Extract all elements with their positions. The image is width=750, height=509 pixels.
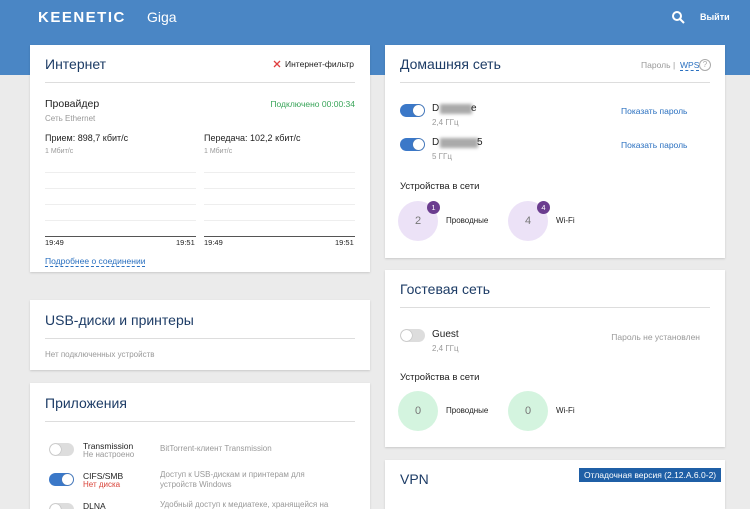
graph-line [204, 188, 355, 189]
divider [45, 338, 355, 339]
card-title: Приложения [45, 395, 127, 411]
network-name: D [432, 137, 440, 148]
status: Подключено 00:00:34 [270, 99, 355, 109]
devices-title: Устройства в сети [400, 372, 480, 383]
device-count[interactable]: 0 [508, 391, 548, 431]
graph-line [45, 204, 196, 205]
separator: | [673, 60, 676, 70]
divider [45, 421, 355, 422]
tx-scale: 1 Мбит/с [204, 148, 233, 155]
toggle[interactable] [400, 104, 425, 117]
network-band: 5 ГГц [432, 152, 452, 161]
app-status: Не настроено [83, 450, 135, 459]
show-password[interactable]: Показать пароль [621, 106, 688, 116]
graph-line [45, 172, 196, 173]
divider [45, 82, 355, 83]
card-title: Интернет [45, 56, 107, 72]
devices-title: Устройства в сети [400, 181, 480, 192]
graph-line [204, 204, 355, 205]
toggle[interactable] [400, 329, 425, 342]
apps-card [30, 383, 370, 509]
graph-line [45, 220, 196, 221]
tx: Передача: 102,2 кбит/с [204, 133, 301, 143]
divider [400, 307, 710, 308]
rx-scale: 1 Мбит/с [45, 148, 74, 155]
provider: Провайдер [45, 98, 100, 110]
model: Giga [147, 9, 177, 25]
network-name: 5 [477, 137, 483, 148]
toggle[interactable] [49, 473, 74, 486]
wps-link[interactable]: WPS [680, 60, 700, 71]
help-icon[interactable]: ? [699, 59, 711, 71]
network-name: D [432, 103, 440, 114]
device-label: Проводные [446, 216, 489, 225]
network-name: Guest [432, 329, 459, 340]
app-description: Доступ к USB-дискам и принтерам для устр… [160, 470, 305, 489]
new-badge: 1 [427, 201, 440, 214]
app-name: CIFS/SMB [83, 471, 124, 481]
network-band: 2,4 ГГц [432, 344, 459, 353]
graph-line [45, 188, 196, 189]
debug-badge: Отладочная версия (2.12.A.6.0-2) [579, 468, 722, 482]
search-icon[interactable] [672, 11, 685, 24]
provider-type: Сеть Ethernet [45, 114, 96, 123]
card-title: Домашняя сеть [400, 56, 501, 72]
blurred-name [440, 104, 472, 114]
device-label: Проводные [446, 406, 489, 415]
card-title: VPN [400, 471, 429, 487]
card-title: USB-диски и принтеры [45, 312, 194, 328]
app-name: DLNA [83, 501, 106, 509]
password-status: Пароль не установлен [611, 332, 700, 342]
app-description: Удобный доступ к медиатеке, хранящейся н… [160, 500, 329, 509]
network-band: 2,4 ГГц [432, 118, 459, 127]
time-label: 19:51 [335, 238, 354, 247]
blurred-name [440, 138, 478, 148]
details-link[interactable]: Подробнее о соединении [45, 256, 146, 267]
empty-text: Нет подключенных устройств [45, 350, 155, 359]
logout[interactable]: Выйти [700, 12, 730, 22]
device-count[interactable]: 0 [398, 391, 438, 431]
time-label: 19:49 [45, 238, 64, 247]
toggle[interactable] [49, 503, 74, 509]
filter-icon [273, 60, 281, 68]
time-label: 19:51 [176, 238, 195, 247]
show-password[interactable]: Показать пароль [621, 140, 688, 150]
toggle[interactable] [400, 138, 425, 151]
graph-line [204, 236, 355, 237]
app-description: BitTorrent-клиент Transmission [160, 444, 272, 453]
graph-line [45, 236, 196, 237]
logo[interactable]: KEENETIC [38, 9, 126, 26]
graph-line [204, 172, 355, 173]
card-title: Гостевая сеть [400, 281, 491, 297]
usb-card [30, 300, 370, 370]
toggle[interactable] [49, 443, 74, 456]
filter-link[interactable]: Интернет-фильтр [285, 59, 355, 69]
network-name: e [471, 103, 477, 114]
home-card [385, 45, 725, 258]
graph-line [204, 220, 355, 221]
internet-card [30, 45, 370, 272]
device-label: Wi-Fi [556, 406, 575, 415]
rx: Прием: 898,7 кбит/с [45, 133, 129, 143]
device-label: Wi-Fi [556, 216, 575, 225]
divider [400, 82, 710, 83]
password-link[interactable]: Пароль [641, 60, 671, 70]
app-status: Нет диска [83, 480, 121, 489]
new-badge: 4 [537, 201, 550, 214]
time-label: 19:49 [204, 238, 223, 247]
app-name: Transmission [83, 441, 134, 451]
guest-card [385, 270, 725, 447]
